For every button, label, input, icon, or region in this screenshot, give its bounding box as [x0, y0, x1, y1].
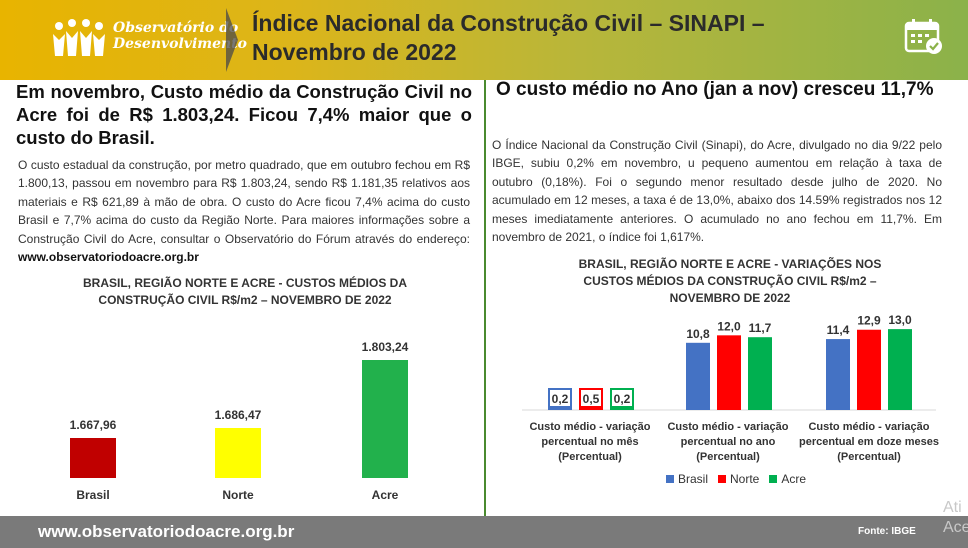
left-headline: Em novembro, Custo médio da Construção C… [16, 81, 472, 148]
watermark-line-1: Ati [943, 499, 962, 516]
value-label-brasil: 1.667,96 [69, 418, 117, 433]
category-label-line: Custo médio - variação [529, 421, 650, 433]
value-label-brasil-1: 0,2 [552, 392, 569, 406]
category-label-line: Custo médio - variação [667, 421, 788, 433]
page-title: Índice Nacional da Construção Civil – SI… [252, 10, 765, 65]
category-label-line: percentual no ano [681, 436, 776, 448]
watermark-line-2: Ace [943, 519, 968, 536]
category-label-acre: Acre [371, 488, 399, 502]
value-label-norte-3: 12,9 [857, 314, 881, 328]
value-label-norte-1: 0,5 [583, 392, 600, 406]
category-label-line: (Percentual) [696, 451, 760, 463]
value-label-norte-2: 12,0 [717, 319, 741, 333]
left-body-paragraph: O custo estadual da construção, por metr… [18, 158, 470, 246]
category-label-line: percentual em doze meses [799, 436, 939, 448]
legend-label-brasil: Brasil [678, 472, 709, 486]
bar-acre-group-3 [888, 329, 912, 410]
category-label-line: (Percentual) [558, 451, 622, 463]
bar-brasil-group-3 [826, 339, 850, 410]
logo-line-2: Desenvolvimento [113, 36, 247, 52]
bar-brasil-group-1 [548, 388, 572, 410]
footer-website-link[interactable]: www.observatoriodoacre.org.br [38, 522, 295, 541]
value-label-acre-1: 0,2 [614, 392, 631, 406]
bar-label-box-acre-1 [612, 390, 632, 406]
bar-norte-group-2 [717, 335, 741, 410]
chart-legend: Brasil Norte Acre [666, 472, 806, 486]
category-label-line: (Percentual) [837, 451, 901, 463]
bar-acre [362, 359, 408, 478]
footer-bar: www.observatoriodoacre.org.br Fonte: IBG… [0, 516, 968, 548]
category-label-norte: Norte [222, 488, 254, 502]
bar-acre-group-1 [610, 388, 634, 410]
logo-text: Observatório do Desenvolvimento [113, 20, 247, 52]
value-label-norte: 1.686,47 [214, 407, 262, 422]
bar-label-box-norte-1 [581, 390, 601, 406]
legend-label-acre: Acre [781, 472, 807, 486]
bar-brasil-group-2 [686, 342, 710, 410]
bar-label-box-brasil-1 [550, 390, 570, 406]
right-body-text: O Índice Nacional da Construção Civil (S… [492, 138, 942, 245]
footer-source: Fonte: IBGE [858, 526, 916, 537]
observatorio-link[interactable]: www.observatoriodoacre.org.br [18, 250, 199, 265]
value-label-acre: 1.803,24 [361, 339, 409, 354]
column-divider [484, 80, 486, 516]
value-label-brasil-2: 10,8 [686, 327, 710, 341]
bar-norte-group-1 [579, 388, 603, 410]
header-banner: Observatório do Desenvolvimento Índice N… [0, 0, 968, 80]
category-label-brasil: Brasil [76, 488, 110, 502]
legend-swatch-brasil [666, 475, 674, 483]
bar-brasil [70, 438, 116, 478]
legend-brasil: Brasil [666, 472, 708, 486]
bar-norte [215, 427, 261, 478]
right-headline: O custo médio no Ano (jan a nov) cresceu… [496, 79, 934, 100]
header-separator-arrow [226, 8, 238, 72]
legend-swatch-acre [769, 475, 778, 483]
legend-acre: Acre [769, 472, 806, 486]
category-label-2: Custo médio - variação percentual no ano (… [667, 421, 788, 463]
bar-acre-group-2 [748, 337, 772, 410]
value-label-brasil-3: 11,4 [827, 323, 850, 337]
activation-watermark: Ati Ace [943, 498, 968, 538]
category-label-line: percentual no mês [541, 436, 638, 448]
legend-norte: Norte [718, 472, 759, 486]
category-label-3: Custo médio - variação percentual em doze… [799, 421, 939, 463]
category-label-1: Custo médio - variação percentual no mês (… [529, 421, 650, 463]
bar-norte-group-3 [857, 329, 881, 410]
legend-swatch-norte [718, 475, 727, 483]
people-logo-icon [53, 19, 105, 56]
value-label-acre-2: 11,7 [749, 321, 772, 335]
value-label-acre-3: 13,0 [888, 313, 912, 327]
logo[interactable]: Observatório do Desenvolvimento [50, 14, 247, 64]
logo-line-1: Observatório do [113, 20, 239, 36]
left-chart-title: BRASIL, REGIÃO NORTE E ACRE - CUSTOS MÉD… [82, 276, 408, 307]
left-body-text: O custo estadual da construção, por metr… [18, 156, 470, 266]
right-chart-title: BRASIL, REGIÃO NORTE E ACRE - VARIAÇÕES … [578, 257, 882, 305]
calendar-check-icon [904, 19, 942, 54]
legend-label-norte: Norte [730, 472, 760, 486]
category-label-line: Custo médio - variação [808, 421, 929, 433]
